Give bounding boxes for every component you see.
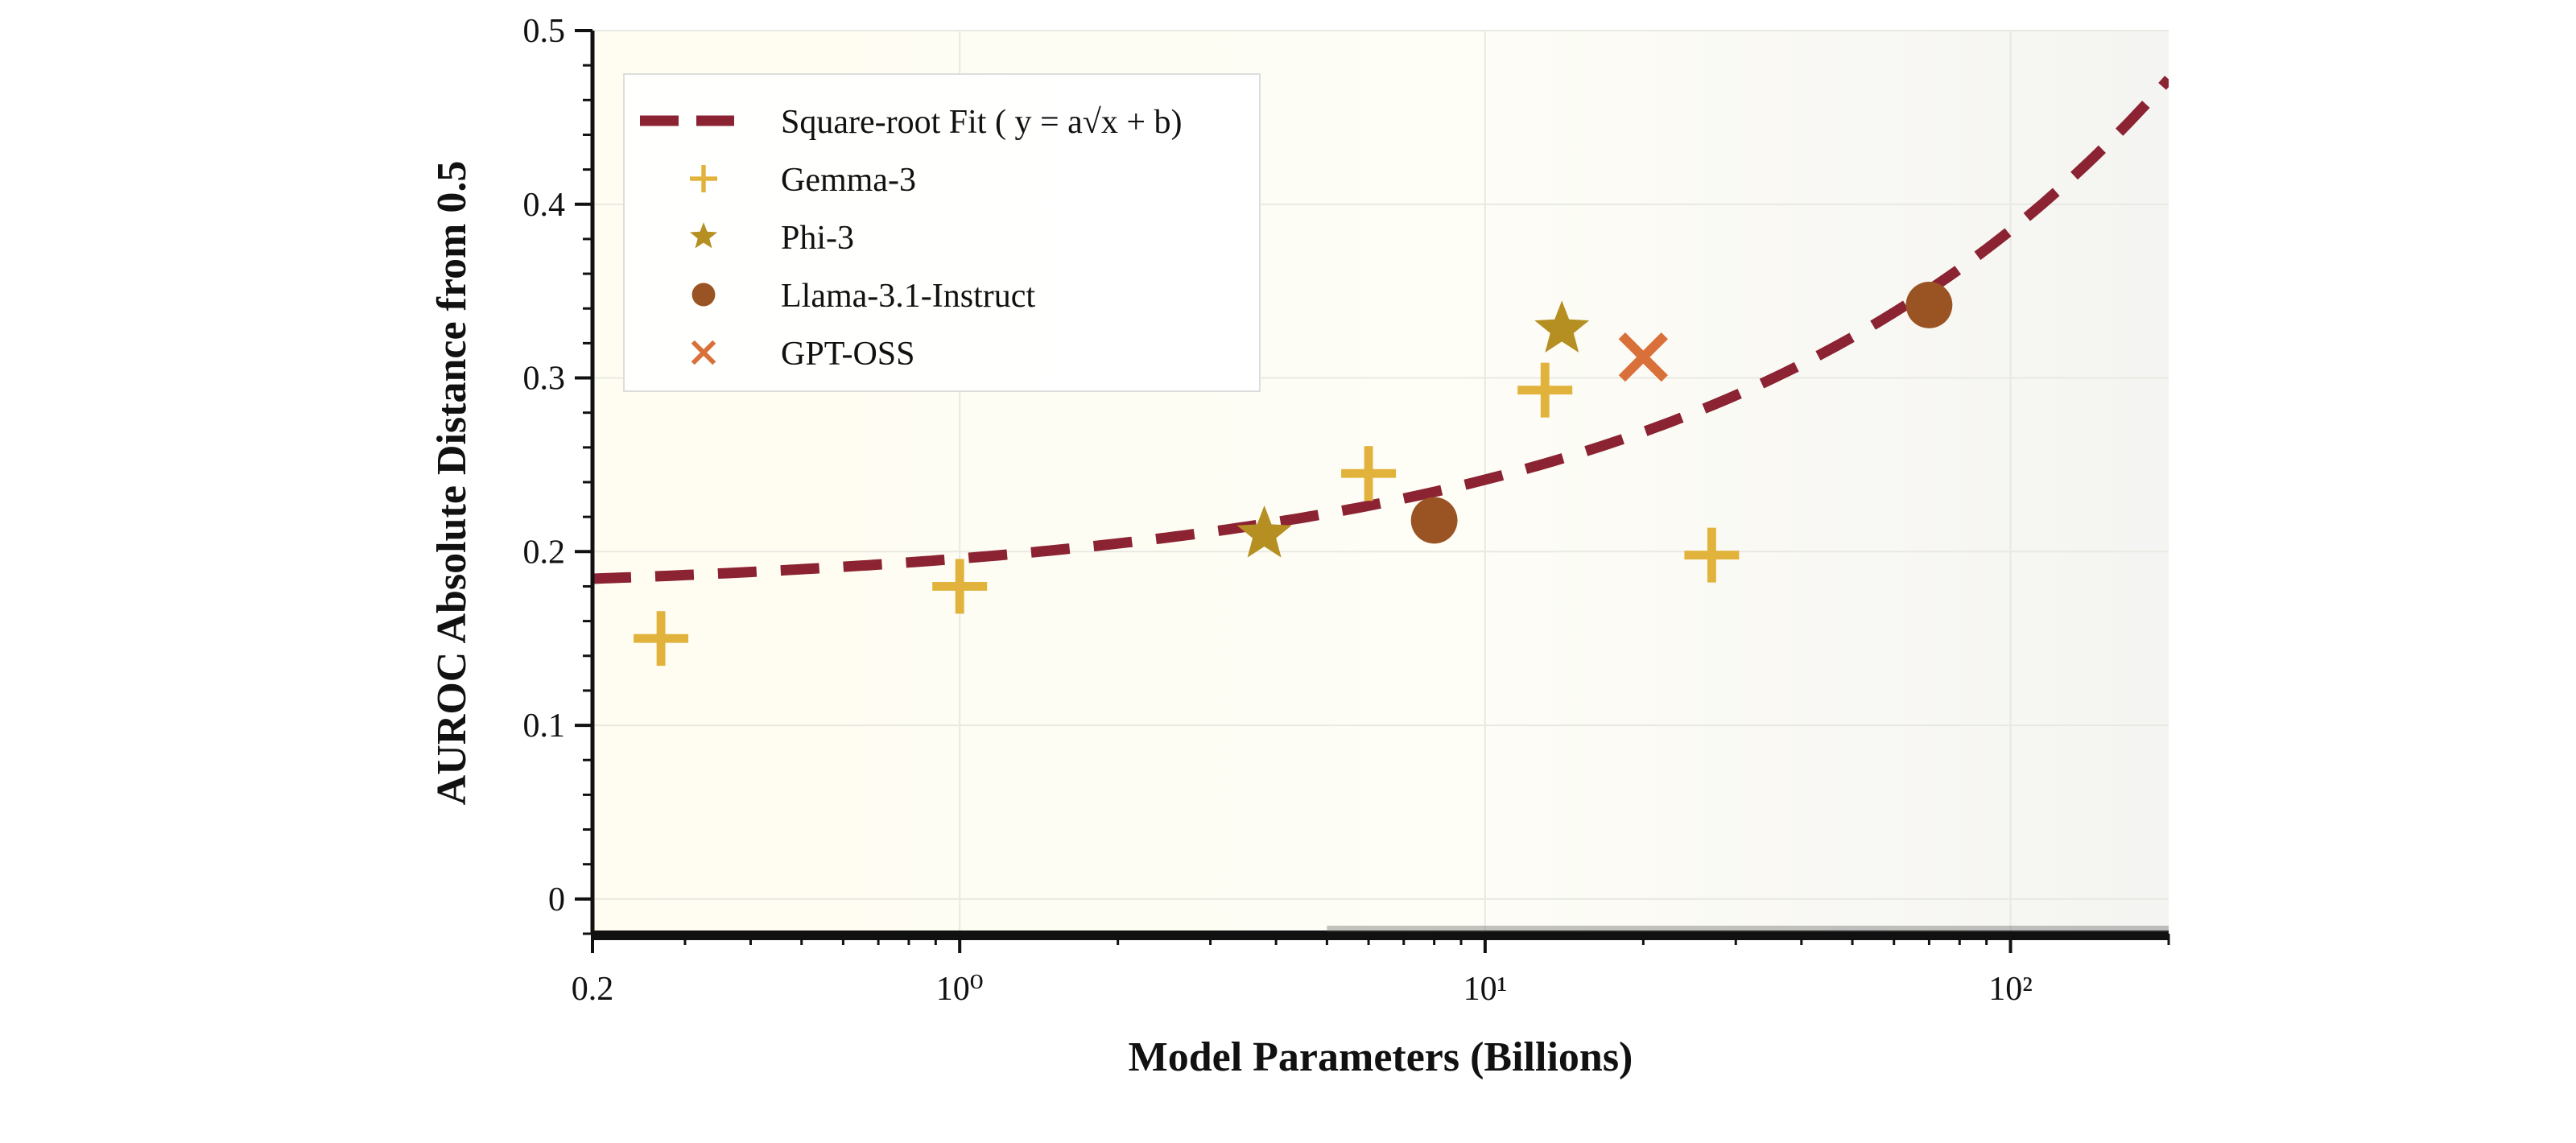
- legend-swatch-phi-3: [690, 222, 717, 249]
- y-tick-label: 0.1: [523, 708, 566, 745]
- legend-label-gpt-oss: GPT-OSS: [781, 336, 915, 373]
- x-tick-label: 10⁰: [936, 971, 984, 1008]
- y-tick-label: 0.2: [523, 534, 566, 571]
- y-tick-label: 0.5: [523, 13, 566, 50]
- y-tick-label: 0.4: [523, 187, 566, 224]
- point-gemma-3-bar-v: [1540, 362, 1550, 418]
- legend-label-fit: Square-root Fit ( y = a√x + b): [781, 104, 1183, 141]
- point-gemma-3-bar-v: [656, 611, 666, 666]
- y-axis-title: AUROC Absolute Distance from 0.5: [429, 161, 475, 806]
- fit-layer: [592, 76, 2169, 584]
- x-axis-minor-band: [1327, 926, 2169, 932]
- point-phi-3: [1534, 300, 1590, 353]
- x-tick-label: 10¹: [1463, 971, 1508, 1008]
- point-phi-3: [1236, 505, 1292, 558]
- legend-box: [623, 73, 1261, 392]
- y-tick-label: 0: [548, 881, 565, 918]
- legend-swatch-gpt-oss-stroke-b: [691, 340, 716, 365]
- x-axis-line: [592, 930, 2169, 940]
- point-gpt-oss-stroke-b: [1618, 332, 1668, 382]
- point-gemma-3: [634, 611, 689, 666]
- point-gemma-3-bar-v: [1707, 527, 1716, 583]
- legend-label-gemma-3: Gemma-3: [781, 162, 916, 199]
- point-llama-3-1-instruct: [1905, 282, 1953, 328]
- point-gemma-3: [1341, 446, 1397, 501]
- legend-swatch-llama-3-1-instruct: [691, 283, 716, 307]
- point-gemma-3-bar-v: [1364, 446, 1373, 501]
- point-gemma-3: [932, 559, 988, 614]
- x-axis-title: Model Parameters (Billions): [1129, 1034, 1633, 1080]
- point-llama-3-1-instruct: [1410, 497, 1458, 544]
- fit-curve: [592, 76, 2169, 584]
- legend-label-llama-3-1-instruct: Llama-3.1-Instruct: [781, 278, 1035, 315]
- point-gemma-3: [1684, 527, 1740, 583]
- points-layer: [634, 282, 1953, 666]
- legend: Square-root Fit ( y = a√x + b) Gemma-3 Phi…: [623, 73, 1261, 392]
- axes: 0 0.1 0.2 0.3 0.4 0.5 0.2 10⁰ 10¹ 10²: [523, 13, 2170, 1008]
- legend-swatch-gemma-3: [690, 165, 717, 192]
- legend-label-phi-3: Phi-3: [781, 220, 854, 257]
- point-gpt-oss: [1618, 332, 1668, 382]
- point-gemma-3: [1517, 362, 1573, 418]
- legend-swatch-gpt-oss: [691, 340, 716, 365]
- x-tick-label: 0.2: [572, 971, 614, 1008]
- point-gemma-3-bar-v: [955, 559, 964, 614]
- y-tick-label: 0.3: [523, 361, 566, 398]
- legend-swatch-gemma-3-bar-v: [701, 165, 706, 192]
- x-tick-label: 10²: [1988, 971, 2033, 1008]
